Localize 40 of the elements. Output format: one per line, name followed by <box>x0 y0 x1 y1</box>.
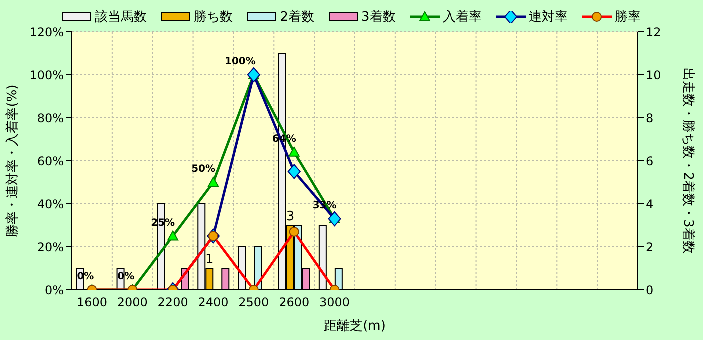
legend-label: 連対率 <box>528 9 568 26</box>
y2-tick-label: 12 <box>646 25 662 40</box>
point <box>288 146 300 157</box>
y-axis-title: 勝率・連対率・入着率(%) <box>4 84 21 238</box>
point <box>328 212 342 227</box>
point <box>168 230 179 241</box>
x-tick-label: 2000 <box>117 296 148 310</box>
y2-tick-label: 2 <box>646 240 654 254</box>
y-tick-label: 120% <box>30 25 64 40</box>
data-label: 100% <box>225 56 256 68</box>
y-tick-label: 60% <box>37 154 64 168</box>
y2-tick-label: 4 <box>646 197 654 212</box>
legend-label: 入着率 <box>442 9 482 26</box>
y2-tick-label: 6 <box>646 154 654 168</box>
y-tick-label: 20% <box>37 240 64 254</box>
y-tick-label: 0% <box>44 283 64 298</box>
x-tick-label: 1600 <box>76 296 108 310</box>
y-tick-label: 100% <box>30 68 64 82</box>
y-tick-label: 80% <box>37 111 64 126</box>
y2-tick-label: 0 <box>646 283 654 298</box>
x-tick-label: 2500 <box>238 296 270 310</box>
x-tick-label: 2600 <box>279 296 310 310</box>
y-tick-label: 40% <box>37 197 64 212</box>
legend-label: 該当馬数 <box>95 9 148 26</box>
legend-label: 勝率 <box>614 9 641 26</box>
legend-label: 勝ち数 <box>194 9 234 26</box>
legend-label: 2着数 <box>280 9 314 26</box>
data-label: 3 <box>286 210 295 224</box>
data-label: 1 <box>205 252 214 268</box>
x-tick-label: 3000 <box>320 296 350 310</box>
x-axis-title: 距離芝(m) <box>324 319 386 334</box>
y2-tick-label: 10 <box>646 68 662 82</box>
point <box>288 164 301 180</box>
point <box>208 177 219 187</box>
x-tick-label: 2400 <box>198 296 229 310</box>
y2-axis-title: 出走数・勝ち数・2着数・3着数 <box>680 68 696 254</box>
data-label: 50% <box>192 164 216 176</box>
y2-tick-label: 8 <box>646 111 654 126</box>
x-tick-label: 2200 <box>158 296 188 310</box>
legend-label: 3着数 <box>362 9 396 26</box>
